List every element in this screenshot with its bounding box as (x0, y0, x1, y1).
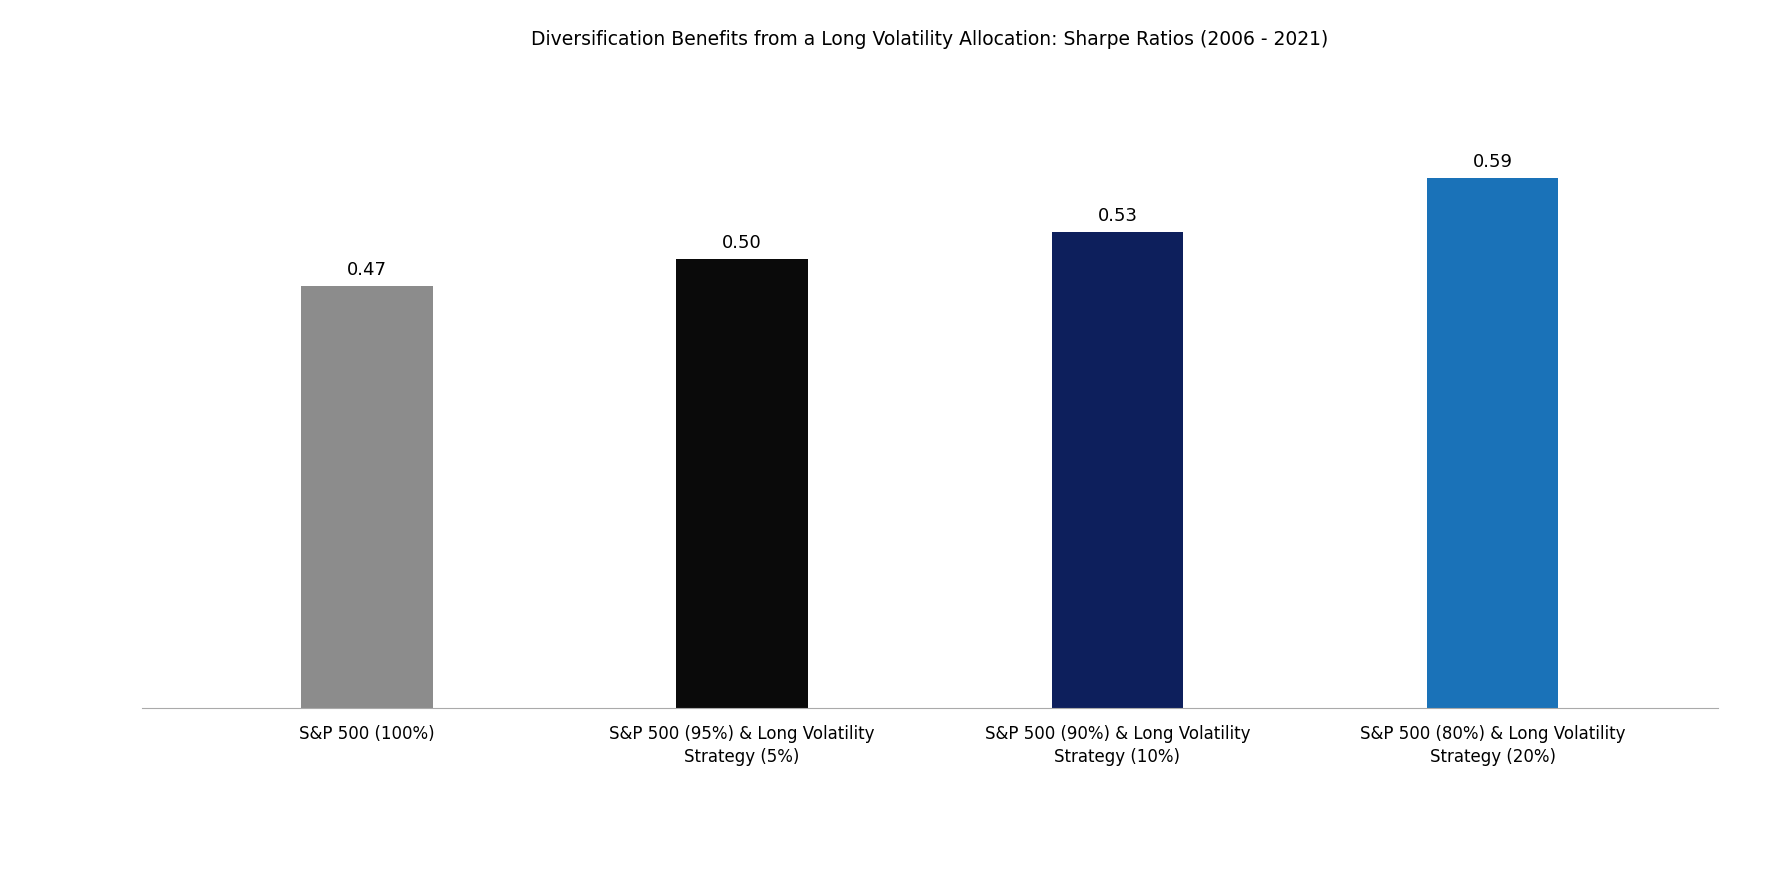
Bar (1052, 232, 1183, 708)
Title: Diversification Benefits from a Long Volatility Allocation: Sharpe Ratios (2006 : Diversification Benefits from a Long Vol… (531, 30, 1328, 49)
Bar (1427, 179, 1558, 708)
Text: 0.53: 0.53 (1098, 207, 1137, 225)
Text: 0.47: 0.47 (347, 261, 386, 279)
Bar (677, 259, 808, 708)
Text: 0.50: 0.50 (723, 234, 762, 252)
Bar (301, 286, 432, 708)
Text: 0.59: 0.59 (1473, 153, 1512, 171)
